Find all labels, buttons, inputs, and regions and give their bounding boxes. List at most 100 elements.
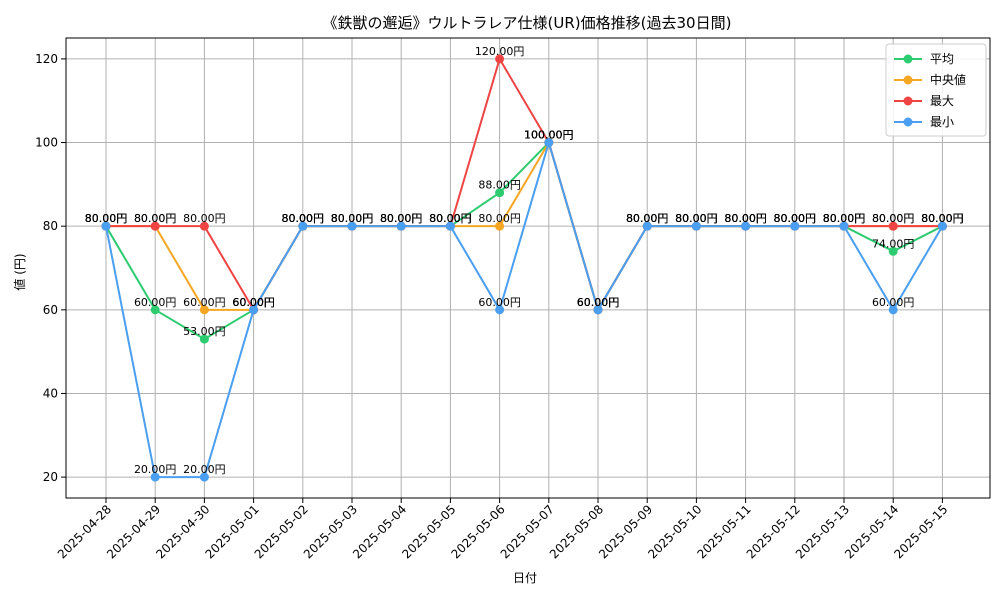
data-point [642,221,652,231]
data-label: 80.00円 [429,212,472,225]
data-label: 60.00円 [134,296,177,309]
chart-title: 《鉄獣の邂逅》ウルトラレア仕様(UR)価格推移(過去30日間) [323,14,732,32]
legend-label: 最大 [930,94,954,108]
data-label: 80.00円 [626,212,669,225]
data-label: 80.00円 [872,212,915,225]
data-label: 80.00円 [921,212,964,225]
data-label: 80.00円 [429,212,472,225]
data-label: 60.00円 [478,296,521,309]
data-label: 80.00円 [675,212,718,225]
y-tick-label: 60 [43,303,58,317]
data-label: 80.00円 [675,212,718,225]
series-line [105,139,944,479]
data-label: 80.00円 [85,212,128,225]
data-point [839,221,849,231]
data-point [544,138,554,148]
data-point [347,221,357,231]
data-label: 80.00円 [331,212,374,225]
data-point [888,221,898,231]
data-point [888,246,898,256]
data-label: 80.00円 [626,212,669,225]
data-label: 80.00円 [774,212,817,225]
data-label: 80.00円 [282,212,325,225]
data-label: 60.00円 [232,296,275,309]
data-point [249,305,259,315]
data-point [691,221,701,231]
data-point [150,305,160,315]
data-label: 100.00円 [524,129,574,142]
y-tick-label: 100 [35,136,58,150]
legend-item: 中央値 [894,72,966,87]
data-label: 60.00円 [232,296,275,309]
data-label: 80.00円 [724,212,767,225]
legend-box [885,43,987,137]
data-label: 80.00円 [724,212,767,225]
data-label: 80.00円 [331,212,374,225]
data-label: 80.00円 [823,212,866,225]
data-label: 60.00円 [872,296,915,309]
legend-label: 最小 [930,115,954,129]
legend-marker [903,96,913,106]
data-point [888,305,898,315]
data-label: 60.00円 [577,296,620,309]
data-label: 80.00円 [823,212,866,225]
data-label: 80.00円 [626,212,669,225]
data-label: 60.00円 [232,296,275,309]
y-tick-label: 120 [35,52,58,66]
data-label: 100.00円 [524,129,574,142]
data-point [199,221,209,231]
data-label: 80.00円 [282,212,325,225]
legend-item: 平均 [894,52,954,66]
data-label: 100.00円 [524,129,574,142]
data-point [298,221,308,231]
data-label: 80.00円 [774,212,817,225]
legend-item: 最大 [894,94,954,108]
data-label: 80.00円 [380,212,423,225]
data-label: 80.00円 [85,212,128,225]
data-point [495,221,505,231]
data-point [199,472,209,482]
data-label: 80.00円 [724,212,767,225]
series-4 [101,138,947,482]
y-tick-label: 80 [43,219,58,233]
data-label: 53.00円 [183,325,226,338]
data-point [495,54,505,64]
y-axis-label: 値 (円) [12,253,27,290]
data-point [445,221,455,231]
data-point [199,305,209,315]
data-label: 80.00円 [675,212,718,225]
data-point [101,221,111,231]
data-label: 80.00円 [134,212,177,225]
legend-label: 平均 [930,52,954,66]
data-label: 80.00円 [774,212,817,225]
legend-item: 最小 [894,115,954,129]
data-label: 80.00円 [331,212,374,225]
legend-marker [903,75,913,85]
plot-frame [65,37,991,499]
data-labels: 80.00円 60.00円 53.00円 60.00円 80.00円 80.00円 80.0… [85,45,964,476]
data-point [199,334,209,344]
data-label: 80.00円 [331,212,374,225]
data-label: 60.00円 [577,296,620,309]
data-label: 80.00円 [429,212,472,225]
data-label: 80.00円 [872,212,915,225]
data-label: 80.00円 [921,212,964,225]
legend-label: 中央値 [930,72,966,87]
data-label: 80.00円 [380,212,423,225]
data-label: 80.00円 [429,212,472,225]
legend-marker [903,117,913,127]
legend-marker [903,54,913,64]
data-label: 80.00円 [478,212,521,225]
data-label: 80.00円 [134,212,177,225]
data-label: 80.00円 [921,212,964,225]
data-label: 120.00円 [475,45,525,58]
data-label: 60.00円 [577,296,620,309]
data-label: 80.00円 [823,212,866,225]
data-point [396,221,406,231]
x-axis-label: 日付 [513,571,537,585]
data-label: 20.00円 [134,463,177,476]
data-label: 80.00円 [774,212,817,225]
data-point [790,221,800,231]
data-point [495,188,505,198]
